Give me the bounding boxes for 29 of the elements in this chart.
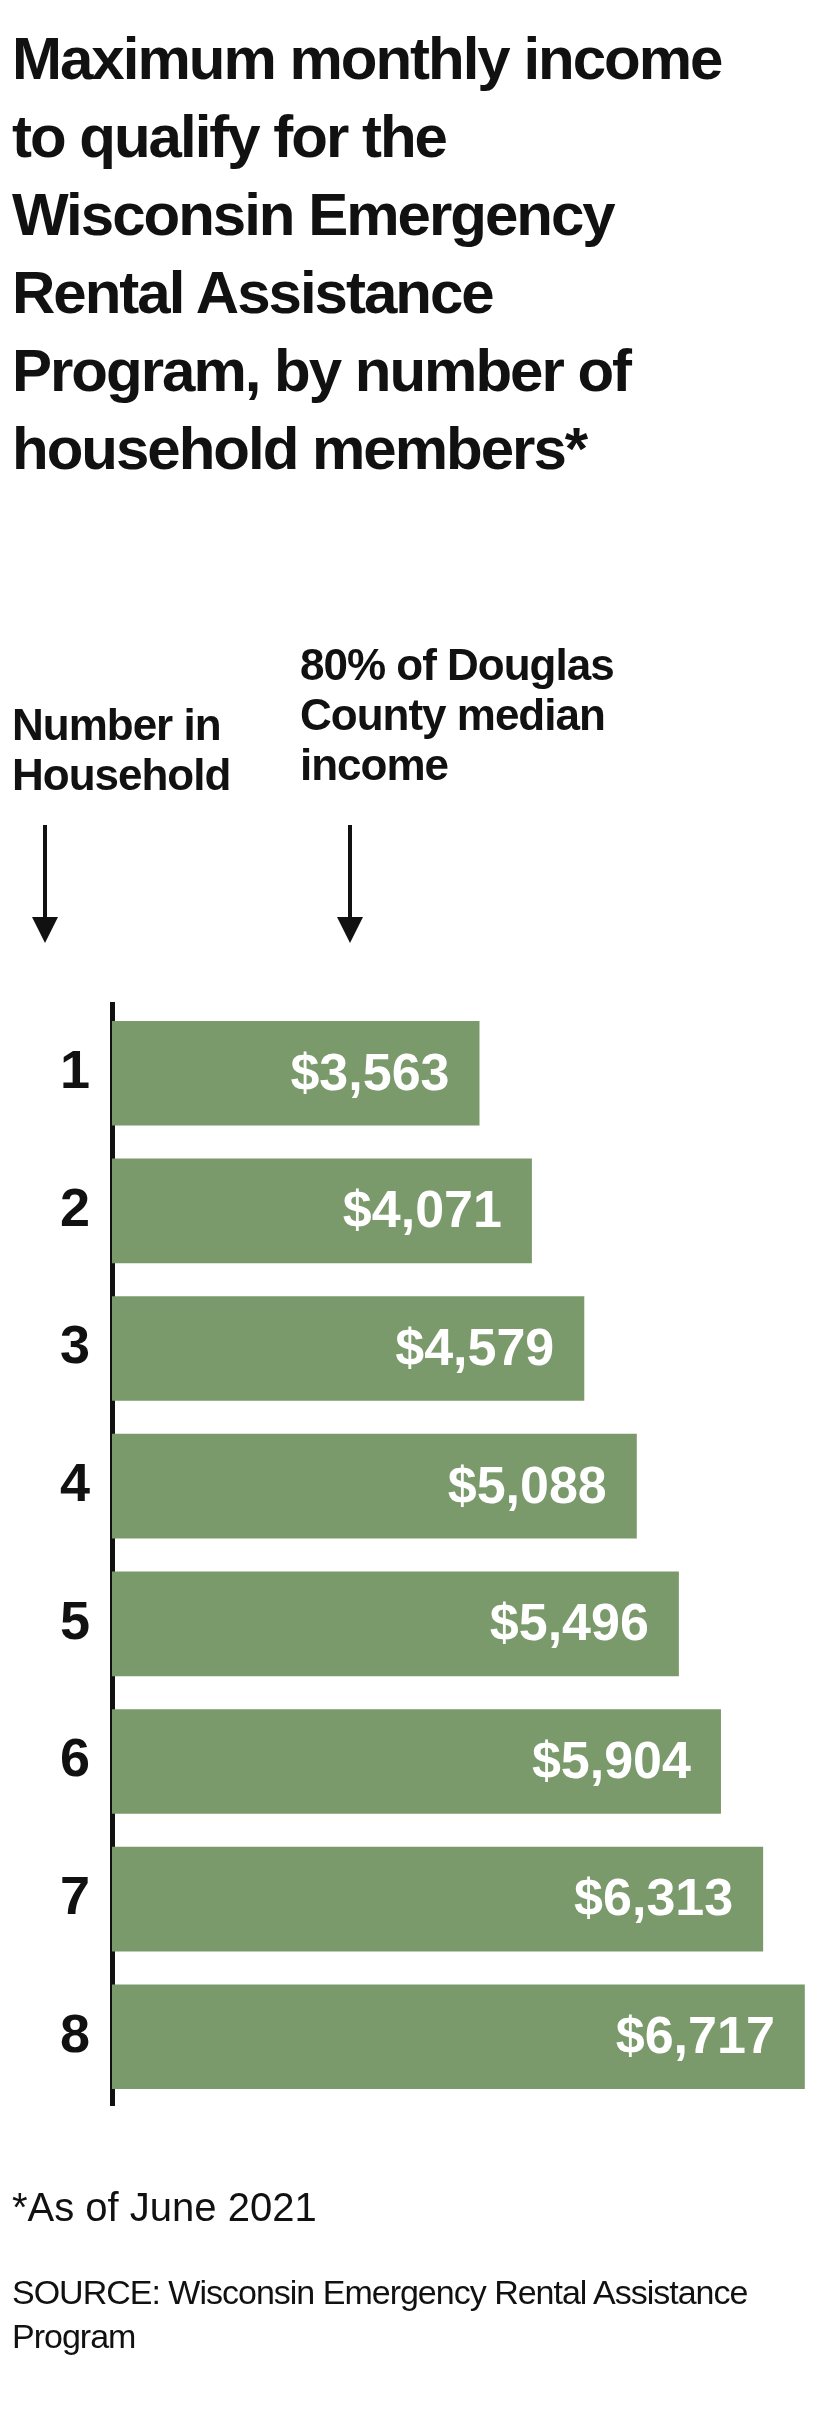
data-label: $4,071 — [342, 1180, 502, 1239]
y-axis-title: Number in Household — [12, 700, 232, 800]
bar — [112, 1571, 679, 1677]
data-label: $6,717 — [615, 2006, 775, 2065]
bar — [112, 1709, 721, 1814]
y-tick-label: 8 — [59, 2002, 90, 2063]
data-label: $5,496 — [489, 1593, 649, 1652]
bar — [112, 1158, 532, 1264]
data-label: $5,088 — [447, 1455, 607, 1514]
source-note: SOURCE: Wisconsin Emergency Rental Assistance Program — [12, 2272, 749, 2357]
data-label: $3,563 — [290, 1042, 450, 1101]
bar — [112, 1020, 480, 1126]
data-label: $6,313 — [574, 1868, 734, 1927]
y-tick-label: 2 — [59, 1176, 90, 1237]
y-tick-label: 6 — [59, 1727, 90, 1788]
data-label: $5,904 — [531, 1730, 692, 1789]
bar — [112, 1846, 764, 1952]
y-tick-label: 3 — [59, 1314, 90, 1375]
x-axis-title: 80% of Douglas County median income — [300, 640, 615, 790]
y-tick-label: 4 — [59, 1452, 90, 1513]
chart-title: Maximum monthly income to qualify for the Wisconsin Emergency Rental Assistance Program, by number of household members* — [12, 24, 723, 484]
bar — [112, 1984, 805, 2090]
y-tick-label: 1 — [59, 1039, 90, 1100]
data-label: $4,579 — [395, 1317, 555, 1376]
y-tick-label: 7 — [59, 1865, 90, 1926]
y-tick-label: 5 — [59, 1589, 90, 1650]
bar — [112, 1296, 585, 1401]
text: *As of June 2021 — [12, 2185, 317, 2230]
bar — [112, 1433, 637, 1539]
